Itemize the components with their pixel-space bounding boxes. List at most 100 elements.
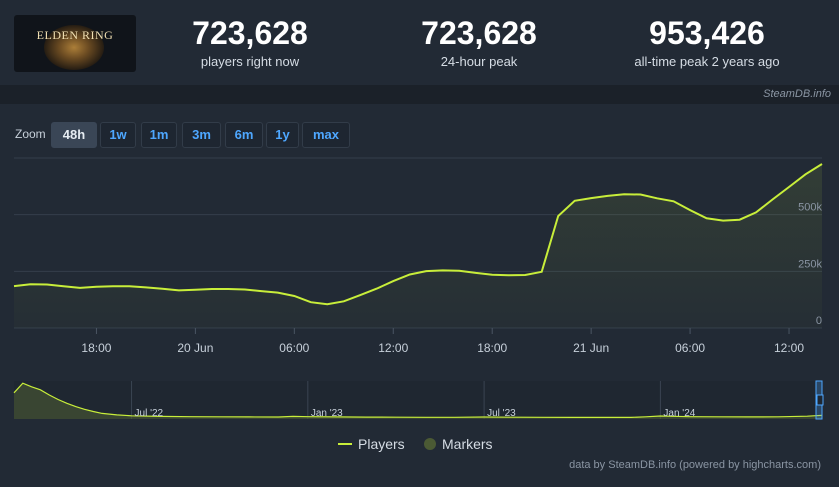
- legend-markers-label: Markers: [442, 436, 493, 452]
- players-point[interactable]: [572, 198, 577, 203]
- players-point[interactable]: [308, 300, 313, 305]
- navigator-handle[interactable]: [816, 394, 824, 406]
- stat-label: 24-hour peak: [440, 54, 518, 69]
- players-point[interactable]: [275, 290, 280, 295]
- players-point[interactable]: [770, 197, 775, 202]
- players-point[interactable]: [78, 285, 83, 290]
- y-tick-label: 0: [816, 315, 822, 327]
- players-point[interactable]: [490, 272, 495, 277]
- players-point[interactable]: [671, 199, 676, 204]
- x-tick-label: 06:00: [279, 341, 309, 355]
- players-point[interactable]: [61, 284, 66, 289]
- players-point[interactable]: [407, 272, 412, 277]
- x-tick-label: 18:00: [477, 341, 507, 355]
- zoom-label: Zoom: [15, 127, 46, 141]
- players-point[interactable]: [374, 286, 379, 291]
- navigator-tick-label: Jan '23: [311, 408, 343, 419]
- players-point[interactable]: [539, 269, 544, 274]
- source-tag[interactable]: SteamDB.info: [763, 88, 831, 100]
- players-point[interactable]: [523, 273, 528, 278]
- stat-value: 723,628: [421, 15, 537, 51]
- stat-24h-peak: 723,628 24-hour peak: [389, 14, 569, 69]
- players-point[interactable]: [143, 285, 148, 290]
- players-point[interactable]: [160, 286, 165, 291]
- players-point[interactable]: [45, 282, 50, 287]
- x-tick-label: 12:00: [378, 341, 408, 355]
- legend-markers-swatch: [424, 438, 436, 450]
- players-point[interactable]: [12, 284, 17, 289]
- navigator-tick-label: Jul '23: [487, 408, 516, 419]
- x-tick-label: 18:00: [81, 341, 111, 355]
- y-tick-label: 250k: [798, 258, 822, 270]
- players-point[interactable]: [341, 299, 346, 304]
- players-point[interactable]: [259, 289, 264, 294]
- zoom-3m-button[interactable]: 3m: [182, 122, 221, 148]
- players-point[interactable]: [292, 294, 297, 299]
- stat-value: 953,426: [649, 15, 765, 51]
- players-point[interactable]: [638, 192, 643, 197]
- players-point[interactable]: [176, 288, 181, 293]
- zoom-6m-button[interactable]: 6m: [225, 122, 263, 148]
- players-point[interactable]: [721, 218, 726, 223]
- players-point[interactable]: [391, 279, 396, 284]
- zoom-48h-button[interactable]: 48h: [51, 122, 97, 148]
- legend-players-swatch: [338, 443, 352, 445]
- players-point[interactable]: [440, 268, 445, 273]
- navigator-area: [14, 383, 822, 419]
- zoom-1y-button[interactable]: 1y: [266, 122, 299, 148]
- y-tick-label: 500k: [798, 202, 822, 214]
- game-logo[interactable]: ELDEN RING: [14, 15, 136, 72]
- zoom-1w-button[interactable]: 1w: [100, 122, 136, 148]
- players-point[interactable]: [737, 217, 742, 222]
- navigator-tick-label: Jul '22: [135, 408, 164, 419]
- players-point[interactable]: [622, 192, 627, 197]
- players-point[interactable]: [110, 284, 115, 289]
- chart-credits[interactable]: data by SteamDB.info (powered by highcha…: [569, 459, 821, 471]
- players-point[interactable]: [605, 193, 610, 198]
- zoom-max-button[interactable]: max: [302, 122, 350, 148]
- players-point[interactable]: [242, 287, 247, 292]
- players-point[interactable]: [589, 196, 594, 201]
- players-point[interactable]: [803, 172, 808, 177]
- zoom-1m-button[interactable]: 1m: [141, 122, 177, 148]
- players-point[interactable]: [127, 284, 132, 289]
- players-point[interactable]: [325, 302, 330, 307]
- players-point[interactable]: [787, 185, 792, 190]
- navigator-chart[interactable]: Jul '22 Jan '23 Jul '23 Jan '24: [0, 378, 839, 422]
- x-tick-label: 20 Jun: [177, 341, 213, 355]
- stat-all-time-peak: 953,426 all-time peak 2 years ago: [617, 14, 797, 69]
- stat-players-now: 723,628 players right now: [160, 14, 340, 69]
- players-point[interactable]: [193, 287, 198, 292]
- players-point[interactable]: [424, 269, 429, 274]
- players-point[interactable]: [655, 196, 660, 201]
- players-point[interactable]: [506, 273, 511, 278]
- legend-players[interactable]: Players: [338, 436, 405, 452]
- players-area: [14, 164, 822, 328]
- players-point[interactable]: [473, 270, 478, 275]
- main-chart[interactable]: 0 250k 500k 18:00 20 Jun 06:00 12:00 18:00 21 J…: [0, 150, 839, 365]
- players-point[interactable]: [28, 282, 33, 287]
- players-point[interactable]: [754, 210, 759, 215]
- navigator-tick-label: Jan '24: [663, 408, 695, 419]
- players-point[interactable]: [209, 287, 214, 292]
- players-series-line[interactable]: [13, 163, 823, 306]
- stat-value: 723,628: [192, 15, 308, 51]
- x-tick-label: 21 Jun: [573, 341, 609, 355]
- players-point[interactable]: [226, 287, 231, 292]
- players-point[interactable]: [820, 162, 825, 167]
- legend-markers[interactable]: Markers: [424, 436, 493, 452]
- players-point[interactable]: [358, 293, 363, 298]
- navigator-background: [14, 381, 822, 419]
- players-point[interactable]: [457, 268, 462, 273]
- legend-players-label: Players: [358, 436, 405, 452]
- logo-ring-glow: [44, 25, 104, 70]
- players-point[interactable]: [688, 208, 693, 213]
- navigator-line: [13, 382, 823, 418]
- players-point[interactable]: [556, 214, 561, 219]
- players-point[interactable]: [704, 216, 709, 221]
- stat-label: all-time peak 2 years ago: [634, 54, 780, 69]
- stat-label: players right now: [200, 54, 300, 69]
- players-point[interactable]: [94, 284, 99, 289]
- x-tick-label: 12:00: [774, 341, 804, 355]
- x-tick-label: 06:00: [675, 341, 705, 355]
